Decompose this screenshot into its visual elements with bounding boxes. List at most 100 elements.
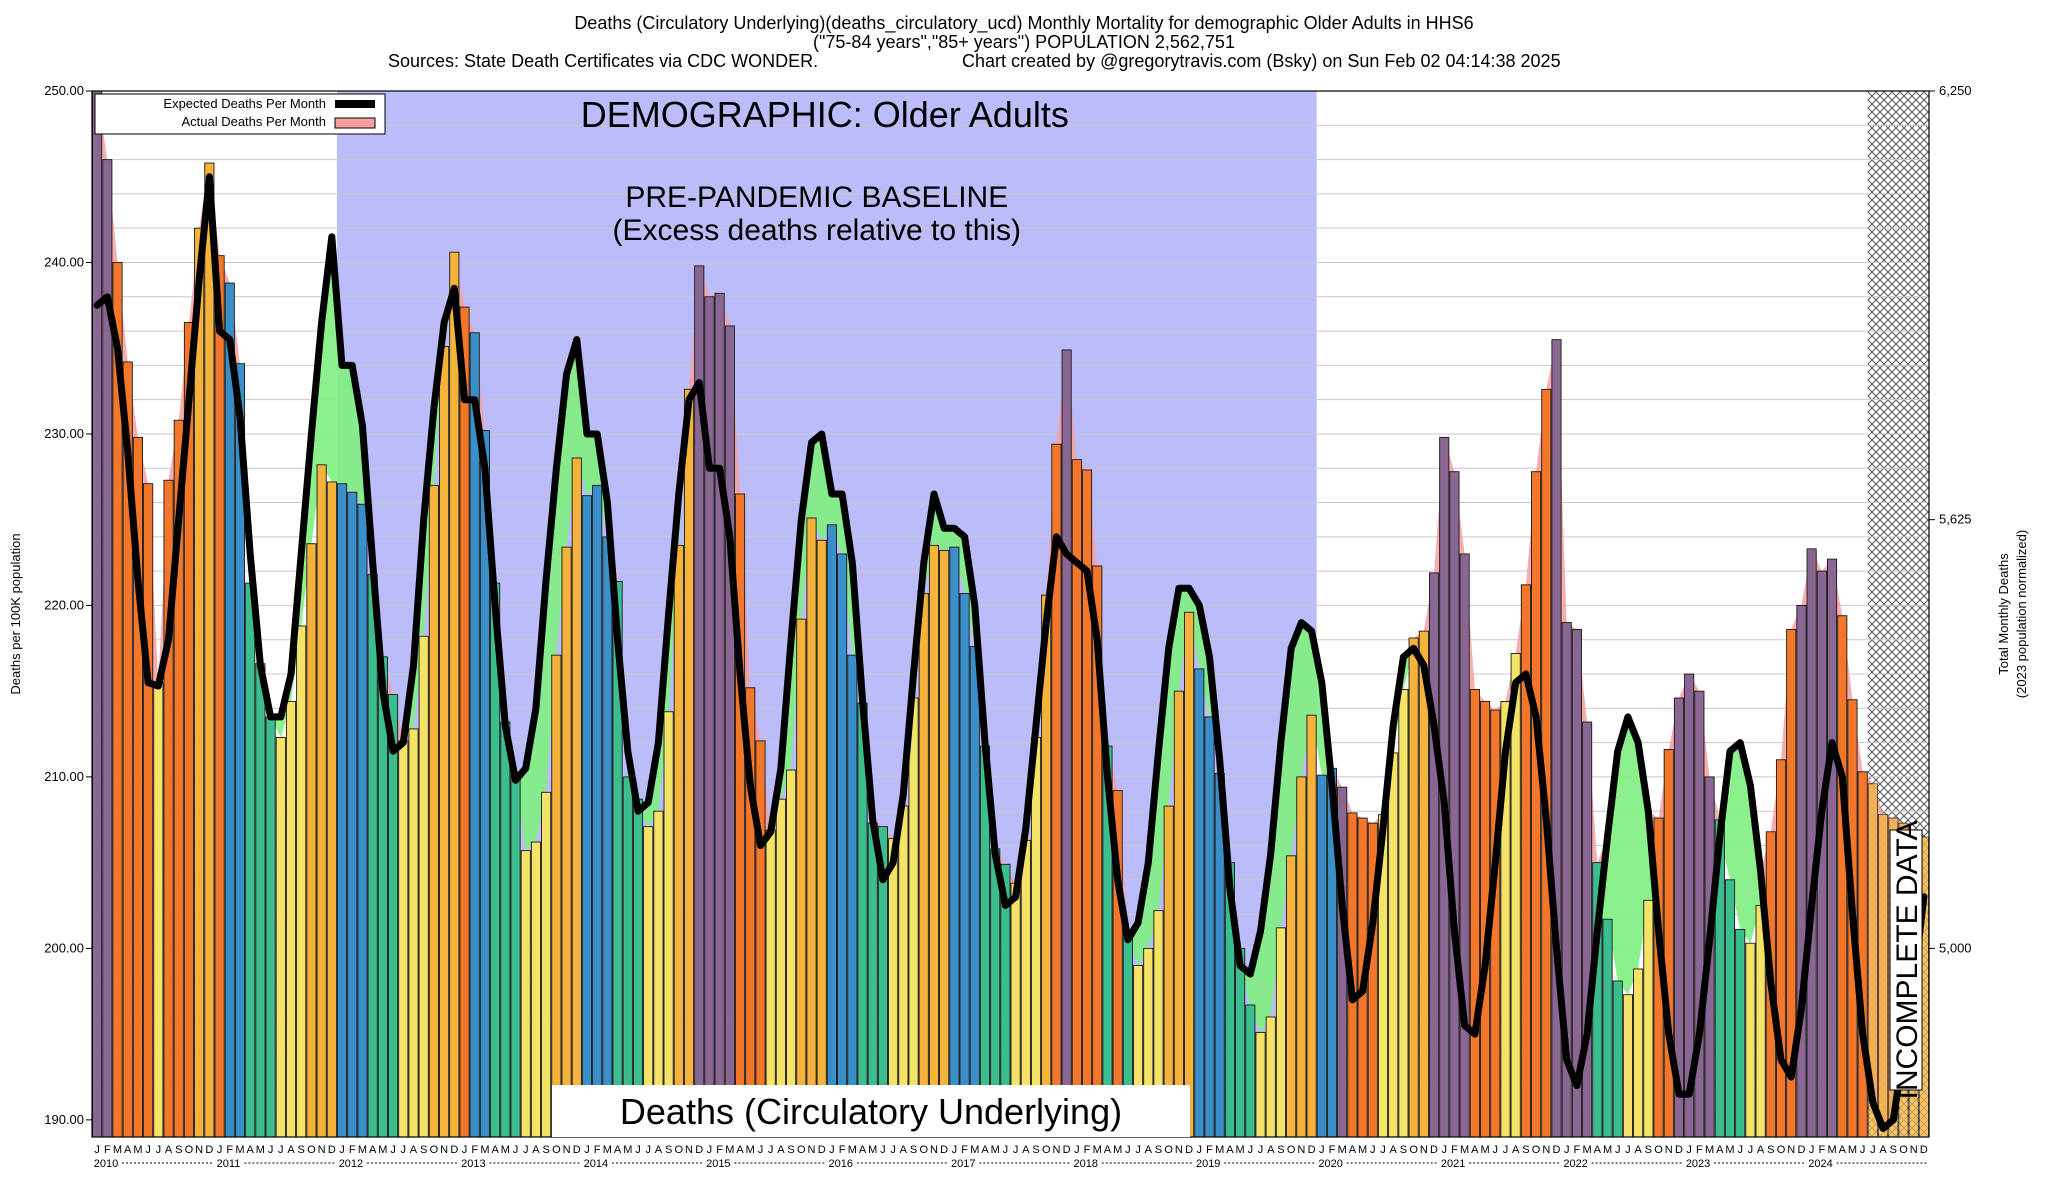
month-tick-label: J <box>217 1144 223 1156</box>
y-tick-label: 240.00 <box>44 254 84 269</box>
bar-2014-05 <box>622 776 633 1138</box>
month-tick-label: S <box>1400 1144 1407 1156</box>
year-tick-label: 2022 <box>1563 1158 1587 1170</box>
month-tick-label: D <box>1675 1144 1683 1156</box>
month-tick-label: J <box>890 1144 896 1156</box>
month-tick-label: A <box>981 1144 989 1156</box>
bar-2022-07 <box>1622 994 1633 1138</box>
month-tick-label: J <box>1248 1144 1254 1156</box>
month-tick-label: A <box>1512 1144 1520 1156</box>
demographic-label: DEMOGRAPHIC: Older Adults <box>581 94 1069 135</box>
y-tick-label: 250.00 <box>44 83 84 98</box>
bar-2010-07 <box>153 682 164 1138</box>
chart-subtitle: ("75-84 years","85+ years") POPULATION 2… <box>813 32 1235 52</box>
bar-2019-09 <box>1275 927 1286 1138</box>
legend-expected-label: Expected Deaths Per Month <box>163 96 326 111</box>
month-tick-label: N <box>563 1144 571 1156</box>
month-tick-label: O <box>1777 1144 1786 1156</box>
y-tick-label: 220.00 <box>44 597 84 612</box>
bar-2016-11 <box>928 544 940 1138</box>
month-tick-label: O <box>1654 1144 1663 1156</box>
month-tick-label: J <box>1125 1144 1131 1156</box>
year-tick-label: 2010 <box>94 1158 118 1170</box>
month-tick-label: O <box>1164 1144 1173 1156</box>
month-tick-label: D <box>1185 1144 1193 1156</box>
month-tick-label: F <box>1206 1144 1213 1156</box>
month-tick-label: A <box>614 1144 622 1156</box>
bar-2023-05 <box>1724 879 1736 1138</box>
month-tick-label: O <box>1899 1144 1908 1156</box>
bar-2013-06 <box>510 774 521 1138</box>
month-tick-label: D <box>818 1144 826 1156</box>
bar-2013-01 <box>459 306 470 1138</box>
month-tick-label: D <box>1308 1144 1316 1156</box>
month-tick-label: J <box>1503 1144 1509 1156</box>
chart-title: Deaths (Circulatory Underlying)(deaths_c… <box>574 13 1474 33</box>
month-tick-label: F <box>226 1144 233 1156</box>
month-tick-label: J <box>768 1144 774 1156</box>
bar-2018-11 <box>1173 690 1184 1138</box>
bar-2019-06 <box>1245 1004 1256 1138</box>
month-tick-label: A <box>165 1144 173 1156</box>
month-tick-label: J <box>94 1144 100 1156</box>
month-tick-label: N <box>1420 1144 1428 1156</box>
month-tick-label: N <box>195 1144 203 1156</box>
month-tick-label: J <box>462 1144 468 1156</box>
month-tick-label: A <box>1716 1144 1724 1156</box>
bar-2024-04 <box>1837 615 1848 1138</box>
bar-2021-09 <box>1520 584 1531 1138</box>
axes: 190.00 200.00 210.00 220.00 230.00 240.00 250.… <box>8 83 2029 1170</box>
year-tick-label: 2024 <box>1808 1158 1832 1170</box>
month-tick-label: D <box>1920 1144 1928 1156</box>
bar-2012-09 <box>418 635 429 1138</box>
month-tick-label: J <box>278 1144 284 1156</box>
month-tick-label: M <box>501 1144 510 1156</box>
bar-2011-11 <box>316 464 327 1138</box>
bar-2013-10 <box>551 654 562 1138</box>
month-tick-label: J <box>952 1144 958 1156</box>
bar-2011-10 <box>306 543 317 1138</box>
month-tick-label: D <box>450 1144 458 1156</box>
bar-2020-08 <box>1388 752 1399 1138</box>
bar-2011-08 <box>285 701 297 1138</box>
month-tick-label: J <box>1809 1144 1815 1156</box>
month-tick-label: A <box>1145 1144 1153 1156</box>
month-tick-label: J <box>1380 1144 1386 1156</box>
bar-2015-10 <box>796 618 807 1138</box>
month-tick-label: J <box>1737 1144 1743 1156</box>
bar-2010-01 <box>92 90 103 1138</box>
month-tick-label: M <box>1460 1144 1469 1156</box>
baseline-label-line1: PRE-PANDEMIC BASELINE <box>625 181 1008 214</box>
month-tick-label: A <box>1390 1144 1398 1156</box>
bar-2024-03 <box>1826 558 1838 1138</box>
month-tick-label: F <box>1696 1144 1703 1156</box>
bar-2021-04 <box>1469 689 1480 1138</box>
bar-2014-11 <box>683 388 695 1138</box>
month-tick-label: A <box>1022 1144 1030 1156</box>
month-tick-label: O <box>797 1144 806 1156</box>
bar-2011-12 <box>326 481 337 1138</box>
month-tick-label: J <box>513 1144 519 1156</box>
month-tick-label: A <box>900 1144 908 1156</box>
month-tick-label: D <box>1553 1144 1561 1156</box>
bar-2015-06 <box>755 740 766 1138</box>
month-tick-label: O <box>552 1144 561 1156</box>
bar-2017-12 <box>1061 349 1072 1138</box>
incomplete-label-box <box>1889 829 1923 1091</box>
month-tick-label: O <box>430 1144 439 1156</box>
bar-2014-03 <box>602 536 613 1138</box>
bar-2016-09 <box>908 697 919 1138</box>
y2-tick-label: 6,250 <box>1939 83 1972 98</box>
legend-actual-swatch <box>334 117 376 129</box>
month-tick-label: S <box>542 1144 549 1156</box>
y-tick-label: 210.00 <box>44 769 84 784</box>
bar-2019-07 <box>1255 1031 1266 1138</box>
month-tick-label: O <box>919 1144 928 1156</box>
month-tick-label: A <box>859 1144 867 1156</box>
month-tick-label: M <box>133 1144 142 1156</box>
month-tick-label: F <box>594 1144 601 1156</box>
month-tick-label: M <box>848 1144 857 1156</box>
month-tick-label: M <box>603 1144 612 1156</box>
month-tick-label: N <box>1175 1144 1183 1156</box>
